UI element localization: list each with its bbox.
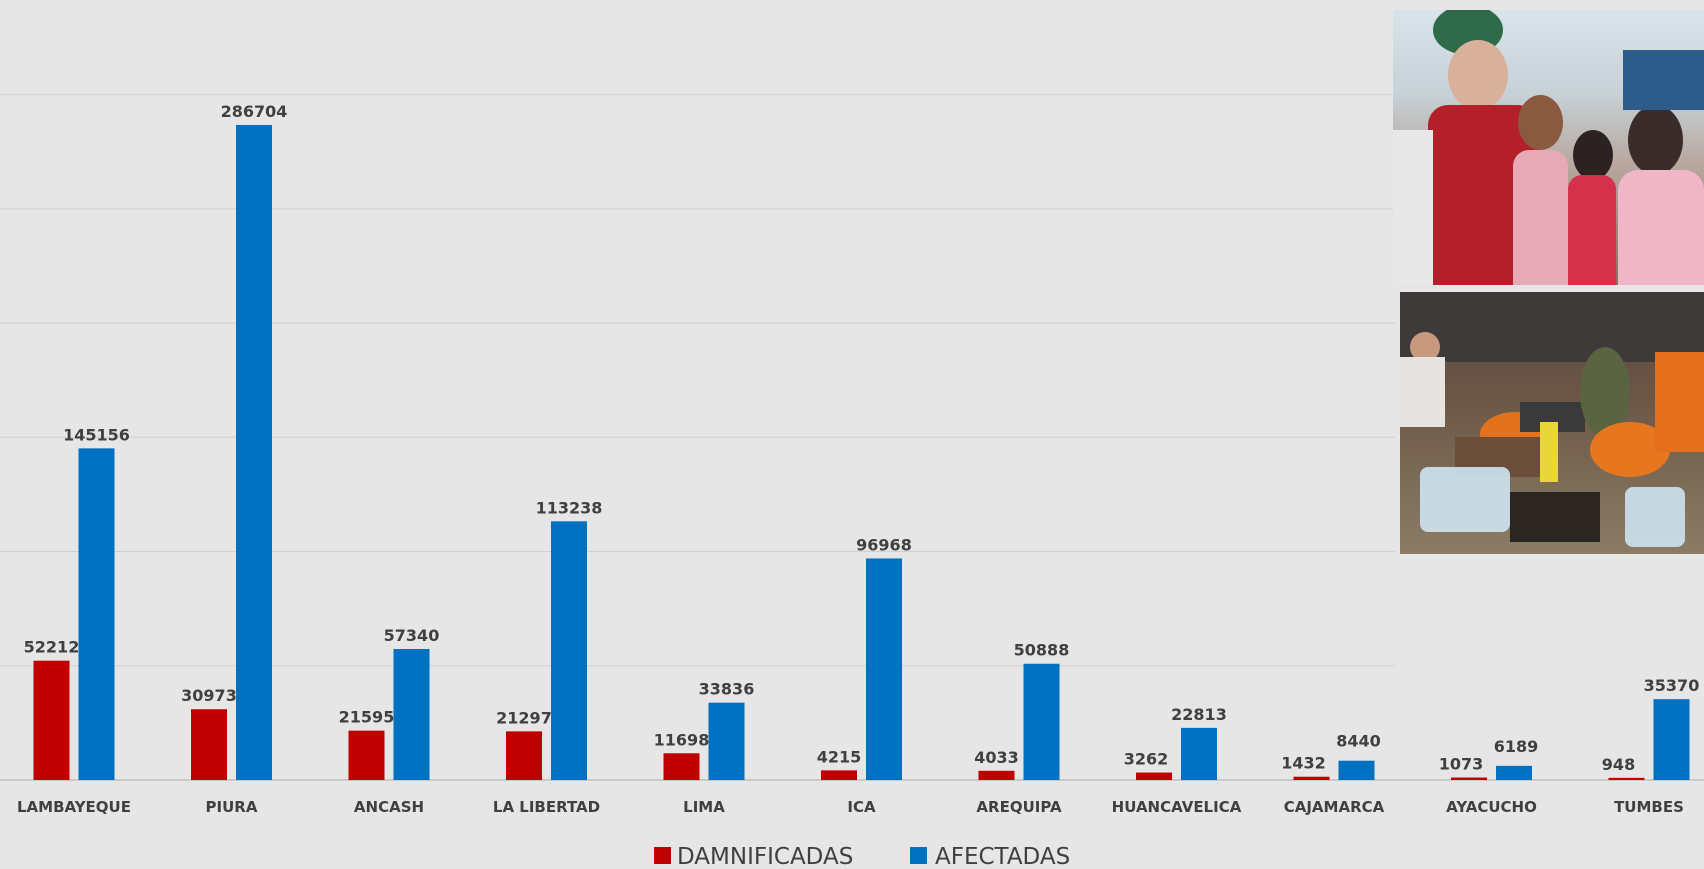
- data-label: 8440: [1336, 732, 1381, 751]
- category-label: CAJAMARCA: [1284, 798, 1385, 816]
- data-label: 22813: [1171, 705, 1227, 724]
- data-label: 4033: [974, 748, 1019, 767]
- data-label: 21595: [339, 708, 395, 727]
- data-label: 4215: [817, 747, 862, 766]
- aid-distribution-photo-icon: [1400, 292, 1704, 554]
- category-label: ANCASH: [354, 798, 424, 816]
- data-label: 3262: [1124, 750, 1169, 769]
- data-label: 21297: [496, 708, 552, 727]
- bar-afectadas-tumbes: [1653, 699, 1690, 780]
- data-labels: 52212 145156 30973 286704 21595 57340 21297 113…: [24, 102, 1700, 774]
- legend-swatch-damnificadas: [654, 847, 671, 864]
- legend-label-damnificadas: DAMNIFICADAS: [677, 844, 853, 869]
- legend: DAMNIFICADAS AFECTADAS: [654, 844, 1070, 869]
- data-label: 286704: [221, 102, 288, 121]
- bar-damnificadas-lima: [663, 753, 700, 780]
- category-label: AYACUCHO: [1446, 798, 1537, 816]
- data-label: 948: [1602, 755, 1635, 774]
- bar-afectadas-ica: [866, 558, 902, 780]
- data-label: 11698: [654, 730, 710, 749]
- data-label: 57340: [384, 626, 440, 645]
- bar-afectadas-huancavelica: [1181, 727, 1217, 780]
- category-label: TUMBES: [1614, 798, 1684, 816]
- data-label: 52212: [24, 638, 80, 657]
- data-label: 145156: [63, 425, 130, 444]
- category-labels: LAMBAYEQUE PIURA ANCASH LA LIBERTAD LIMA ICA A…: [17, 798, 1684, 816]
- category-label: LAMBAYEQUE: [17, 798, 131, 816]
- bar-damnificadas-ancash: [348, 730, 385, 780]
- data-label: 33836: [699, 680, 755, 699]
- bar-damnificadas-huancavelica: [1136, 772, 1172, 780]
- bar-afectadas-ayacucho: [1496, 765, 1532, 780]
- bar-damnificadas-tumbes: [1608, 777, 1645, 780]
- bar-afectadas-ancash: [393, 649, 430, 780]
- bar-damnificadas-ayacucho: [1451, 777, 1487, 780]
- data-label: 50888: [1014, 641, 1070, 660]
- data-label: 1073: [1439, 755, 1484, 774]
- bar-afectadas-cajamarca: [1338, 760, 1375, 780]
- category-label: PIURA: [206, 798, 258, 816]
- data-label: 96968: [856, 535, 912, 554]
- bar-afectadas-la-libertad: [551, 521, 587, 780]
- category-label: HUANCAVELICA: [1112, 798, 1242, 816]
- bar-damnificadas-arequipa: [978, 770, 1015, 780]
- bar-afectadas-lambayeque: [78, 448, 115, 780]
- data-label: 35370: [1644, 676, 1700, 695]
- bars: [33, 125, 1690, 780]
- bar-damnificadas-cajamarca: [1293, 776, 1330, 780]
- legend-swatch-afectadas: [910, 847, 927, 864]
- category-label: AREQUIPA: [976, 798, 1062, 816]
- category-label: ICA: [847, 798, 876, 816]
- data-label: 6189: [1494, 737, 1539, 756]
- category-label: LA LIBERTAD: [493, 798, 600, 816]
- bar-damnificadas-ica: [821, 770, 857, 780]
- data-label: 1432: [1281, 754, 1326, 773]
- legend-label-afectadas: AFECTADAS: [935, 844, 1070, 869]
- bar-afectadas-piura: [236, 125, 272, 780]
- bar-afectadas-arequipa: [1023, 663, 1060, 780]
- bar-damnificadas-lambayeque: [33, 660, 70, 780]
- people-crowd-photo-icon: [1393, 10, 1704, 285]
- category-label: LIMA: [683, 798, 725, 816]
- data-label: 30973: [181, 686, 237, 705]
- data-label: 113238: [536, 498, 603, 517]
- bar-afectadas-lima: [708, 702, 745, 780]
- bar-damnificadas-la-libertad: [506, 731, 542, 780]
- bar-damnificadas-piura: [191, 709, 227, 780]
